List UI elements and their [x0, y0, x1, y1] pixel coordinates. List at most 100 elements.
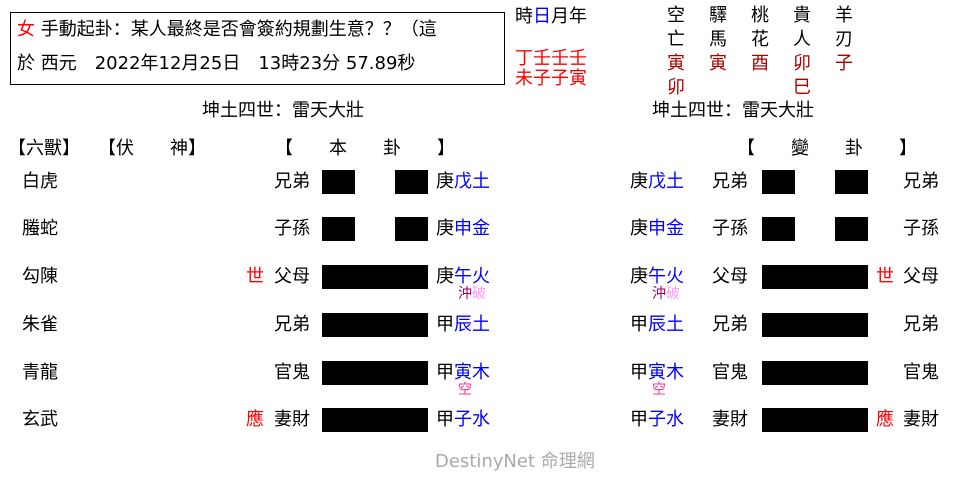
- yang-line: [322, 408, 428, 432]
- relation: 兄弟: [903, 314, 939, 335]
- ganzhi-stems: 丁壬壬壬: [515, 48, 587, 69]
- annotation-mark: 沖: [652, 286, 666, 302]
- yin-line-left: [762, 217, 795, 241]
- shensha-value: 寅: [709, 53, 727, 74]
- question-text: 手動起卦：某人最終是否會簽約規劃生意？？（這: [40, 19, 437, 40]
- shi-ying-mark: 應: [246, 409, 264, 430]
- najia: 庚午火: [630, 266, 684, 288]
- yang-line: [762, 361, 868, 385]
- relation: 父母: [274, 266, 310, 287]
- relation: 子孫: [712, 218, 748, 239]
- yin-line-left: [322, 170, 355, 194]
- header-main-hexagram: 【 本 卦 】: [275, 138, 455, 159]
- najia-stem: 甲: [436, 314, 454, 335]
- shensha-name: 羊: [835, 5, 853, 26]
- yang-line: [322, 313, 428, 337]
- shensha-name: 桃: [751, 5, 769, 26]
- shensha-value: 巳: [793, 77, 811, 98]
- shi-ying-mark: 世: [246, 266, 264, 287]
- shensha-name: 空: [667, 5, 685, 26]
- shensha-name: 亡: [667, 29, 685, 50]
- six-beast: 朱雀: [22, 314, 58, 335]
- shensha-name: 馬: [709, 29, 727, 50]
- relation: 妻財: [712, 409, 748, 430]
- annotation-mark: 空: [652, 382, 666, 398]
- ganzhi-label-hour: 時: [515, 6, 533, 27]
- relation: 兄弟: [903, 171, 939, 192]
- najia-branch: 辰土: [648, 314, 684, 335]
- relation: 子孫: [903, 218, 939, 239]
- najia-branch: 戊土: [454, 171, 490, 192]
- shensha-value: 子: [835, 53, 853, 74]
- relation: 兄弟: [274, 171, 310, 192]
- yin-line-left: [322, 217, 355, 241]
- line-annotation: 空: [652, 382, 666, 398]
- najia-branch: 午火: [454, 266, 490, 287]
- najia-stem: 甲: [436, 409, 454, 430]
- najia: 庚戊土: [630, 171, 684, 193]
- ganzhi-label-year: 年: [569, 6, 587, 27]
- shensha-name: 花: [751, 29, 769, 50]
- najia-branch: 子水: [454, 409, 490, 430]
- najia-branch: 辰土: [454, 314, 490, 335]
- changed-hexagram-title: 坤土四世：雷天大壯: [652, 100, 814, 121]
- ganzhi-branches: 未子子寅: [515, 68, 587, 89]
- najia-branch: 戊土: [648, 171, 684, 192]
- najia-branch: 寅木: [454, 362, 490, 383]
- relation: 子孫: [274, 218, 310, 239]
- ganzhi-labels: 時日月年: [515, 6, 587, 28]
- shensha-name: 貴: [793, 5, 811, 26]
- najia: 甲寅木: [436, 362, 490, 384]
- najia-branch: 申金: [648, 218, 684, 239]
- yin-line-left: [762, 170, 795, 194]
- najia: 甲子水: [630, 409, 684, 431]
- six-beast: 螣蛇: [22, 218, 58, 239]
- yin-line-right: [835, 170, 868, 194]
- shensha-value: 卯: [793, 53, 811, 74]
- annotation-mark: 破: [666, 286, 680, 302]
- shensha-name: 驛: [709, 5, 727, 26]
- relation: 父母: [712, 266, 748, 287]
- najia-branch: 午火: [648, 266, 684, 287]
- yang-line: [322, 265, 428, 289]
- yin-line-right: [395, 170, 428, 194]
- main-hexagram-title: 坤土四世：雷天大壯: [202, 100, 364, 121]
- relation: 官鬼: [712, 362, 748, 383]
- annotation-mark: 破: [472, 286, 486, 302]
- najia-stem: 庚: [630, 171, 648, 192]
- najia: 甲子水: [436, 409, 490, 431]
- shensha-value: 寅: [667, 53, 685, 74]
- najia: 甲辰土: [436, 314, 490, 336]
- najia-stem: 庚: [436, 218, 454, 239]
- najia-stem: 甲: [436, 362, 454, 383]
- shensha-name: 人: [793, 29, 811, 50]
- six-beast: 玄武: [22, 409, 58, 430]
- najia-stem: 甲: [630, 362, 648, 383]
- relation: 妻財: [274, 409, 310, 430]
- najia: 庚戊土: [436, 171, 490, 193]
- yang-line: [322, 361, 428, 385]
- header-hidden-spirit: 【伏 神】: [98, 138, 206, 159]
- najia: 甲寅木: [630, 362, 684, 384]
- najia-stem: 庚: [630, 218, 648, 239]
- najia-stem: 庚: [436, 171, 454, 192]
- yang-line: [762, 408, 868, 432]
- najia: 甲辰土: [630, 314, 684, 336]
- six-beast: 青龍: [22, 362, 58, 383]
- header-changed-hexagram: 【 變 卦 】: [737, 138, 917, 159]
- najia: 庚午火: [436, 266, 490, 288]
- relation: 妻財: [903, 409, 939, 430]
- shensha-value: 酉: [751, 53, 769, 74]
- question-line: 女 手動起卦：某人最終是否會簽約規劃生意？？（這: [17, 19, 437, 41]
- najia-stem: 庚: [436, 266, 454, 287]
- shensha-value: 卯: [667, 77, 685, 98]
- shensha-name: 刃: [835, 29, 853, 50]
- relation: 兄弟: [712, 171, 748, 192]
- shi-ying-mark: 應: [876, 409, 894, 430]
- relation: 兄弟: [712, 314, 748, 335]
- yin-line-right: [395, 217, 428, 241]
- najia-stem: 甲: [630, 314, 648, 335]
- line-annotation: 空: [458, 382, 472, 398]
- yang-line: [762, 313, 868, 337]
- najia-branch: 寅木: [648, 362, 684, 383]
